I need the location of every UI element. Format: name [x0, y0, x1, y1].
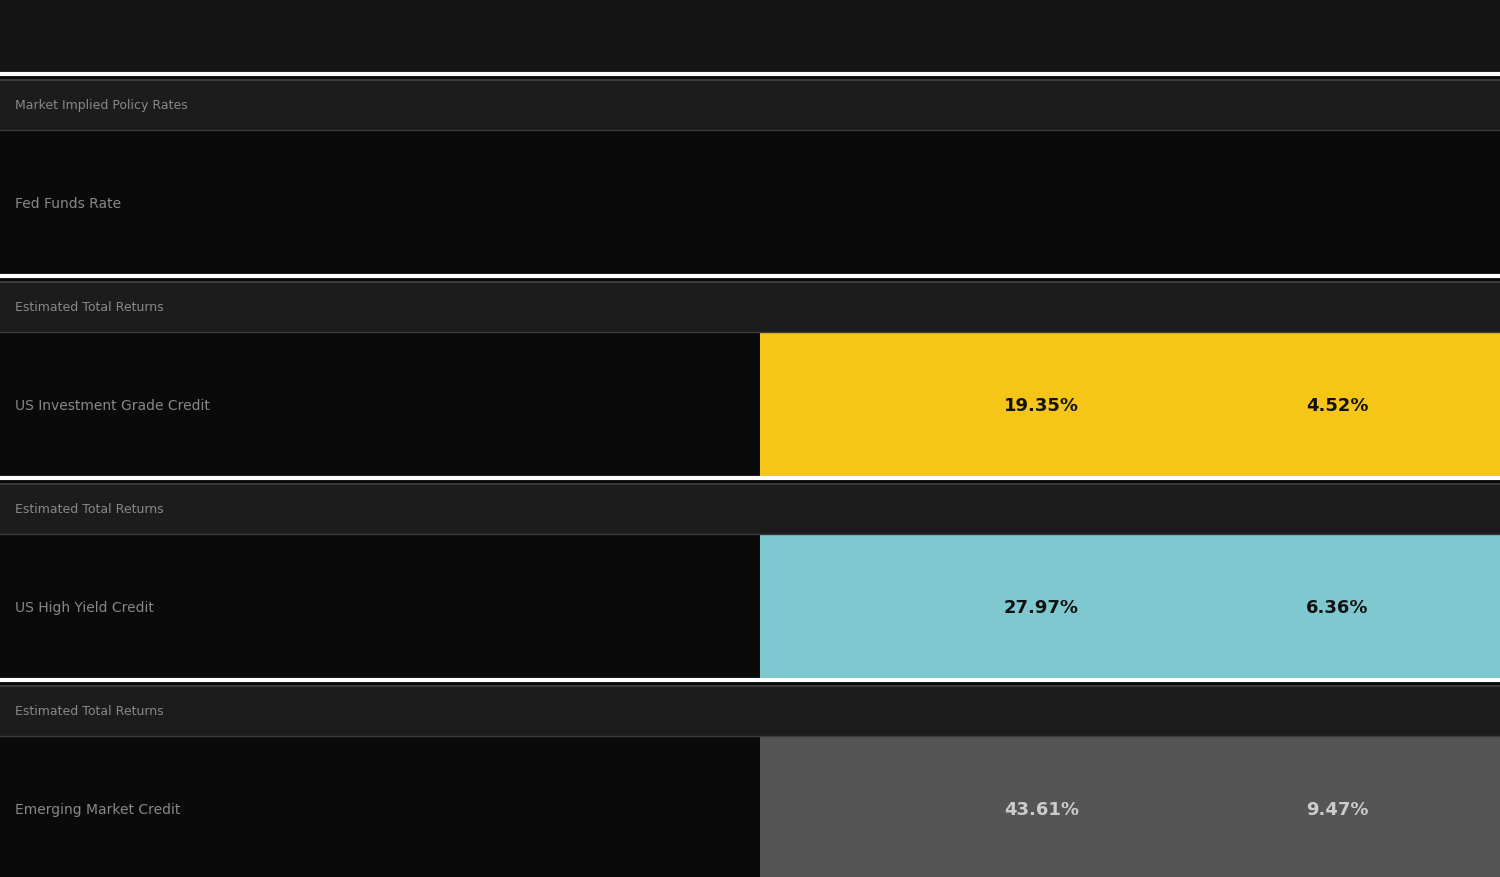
Text: 9.47%: 9.47%	[1306, 800, 1368, 818]
Bar	[0, 686, 1500, 736]
Text: Estimated Total Returns: Estimated Total Returns	[15, 503, 164, 516]
Text: US High Yield Credit: US High Yield Credit	[15, 601, 154, 614]
Text: 6.36%: 6.36%	[1306, 598, 1368, 617]
Text: 19.35%: 19.35%	[1004, 396, 1078, 415]
Bar	[760, 534, 1500, 681]
Text: Market Implied Policy Rates: Market Implied Policy Rates	[15, 99, 188, 112]
Bar	[0, 332, 1500, 479]
Bar	[0, 0, 1500, 75]
Bar	[760, 332, 1500, 479]
Text: 43.61%: 43.61%	[1004, 800, 1078, 818]
Text: US Investment Grade Credit: US Investment Grade Credit	[15, 398, 210, 412]
Text: Estimated Total Returns: Estimated Total Returns	[15, 705, 164, 717]
Bar	[0, 534, 1500, 681]
Text: Fed Funds Rate: Fed Funds Rate	[15, 196, 122, 210]
Bar	[0, 736, 1500, 877]
Bar	[0, 81, 1500, 131]
Text: Estimated Total Returns: Estimated Total Returns	[15, 301, 164, 314]
Bar	[0, 484, 1500, 534]
Bar	[0, 282, 1500, 332]
Text: Emerging Market Credit: Emerging Market Credit	[15, 802, 180, 816]
Text: 27.97%: 27.97%	[1004, 598, 1078, 617]
Bar	[0, 131, 1500, 276]
Text: 4.52%: 4.52%	[1306, 396, 1368, 415]
Bar	[760, 736, 1500, 877]
